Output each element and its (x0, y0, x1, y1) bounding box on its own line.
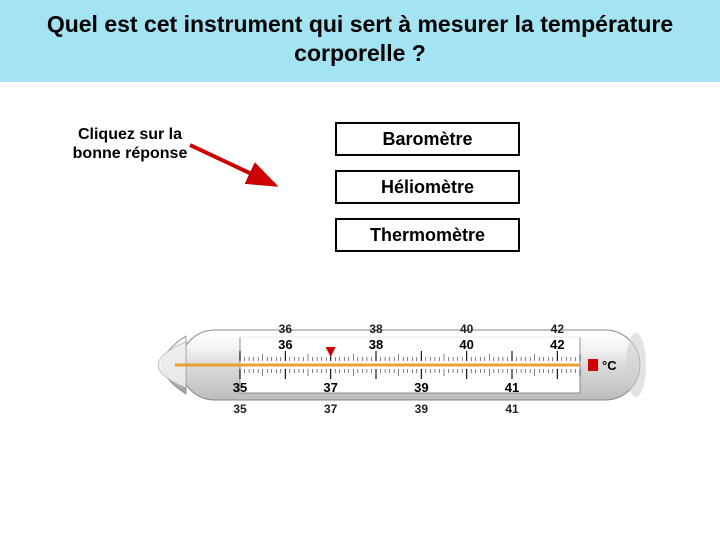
answer-option-thermometre[interactable]: Thermomètre (335, 218, 520, 252)
pointer-arrow (185, 140, 295, 205)
answer-option-heliometre[interactable]: Héliomètre (335, 170, 520, 204)
hint-text: Cliquez sur la bonne réponse (55, 125, 205, 163)
svg-text:38: 38 (369, 337, 383, 352)
svg-text:36: 36 (278, 337, 292, 352)
svg-text:37: 37 (324, 402, 338, 416)
answer-option-barometre[interactable]: Baromètre (335, 122, 520, 156)
svg-text:37: 37 (323, 380, 337, 395)
svg-text:40: 40 (459, 337, 473, 352)
svg-text:42: 42 (550, 337, 564, 352)
svg-text:35: 35 (233, 380, 247, 395)
answers-list: Baromètre Héliomètre Thermomètre (335, 122, 520, 252)
svg-text:41: 41 (505, 402, 519, 416)
svg-text:42: 42 (551, 322, 565, 336)
svg-text:35: 35 (233, 402, 247, 416)
svg-text:40: 40 (460, 322, 474, 336)
thermometer-image: 36 38 40 42 36 38 40 42 35 37 39 41 35 37 39 41 °C (120, 295, 680, 435)
svg-text:38: 38 (369, 322, 383, 336)
question-banner: Quel est cet instrument qui sert à mesur… (0, 0, 720, 82)
hint-block: Cliquez sur la bonne réponse (55, 125, 205, 163)
svg-text:41: 41 (505, 380, 519, 395)
svg-text:39: 39 (414, 380, 428, 395)
svg-text:39: 39 (415, 402, 429, 416)
svg-text:36: 36 (279, 322, 293, 336)
question-text: Quel est cet instrument qui sert à mesur… (20, 10, 700, 68)
svg-text:°C: °C (602, 358, 617, 373)
